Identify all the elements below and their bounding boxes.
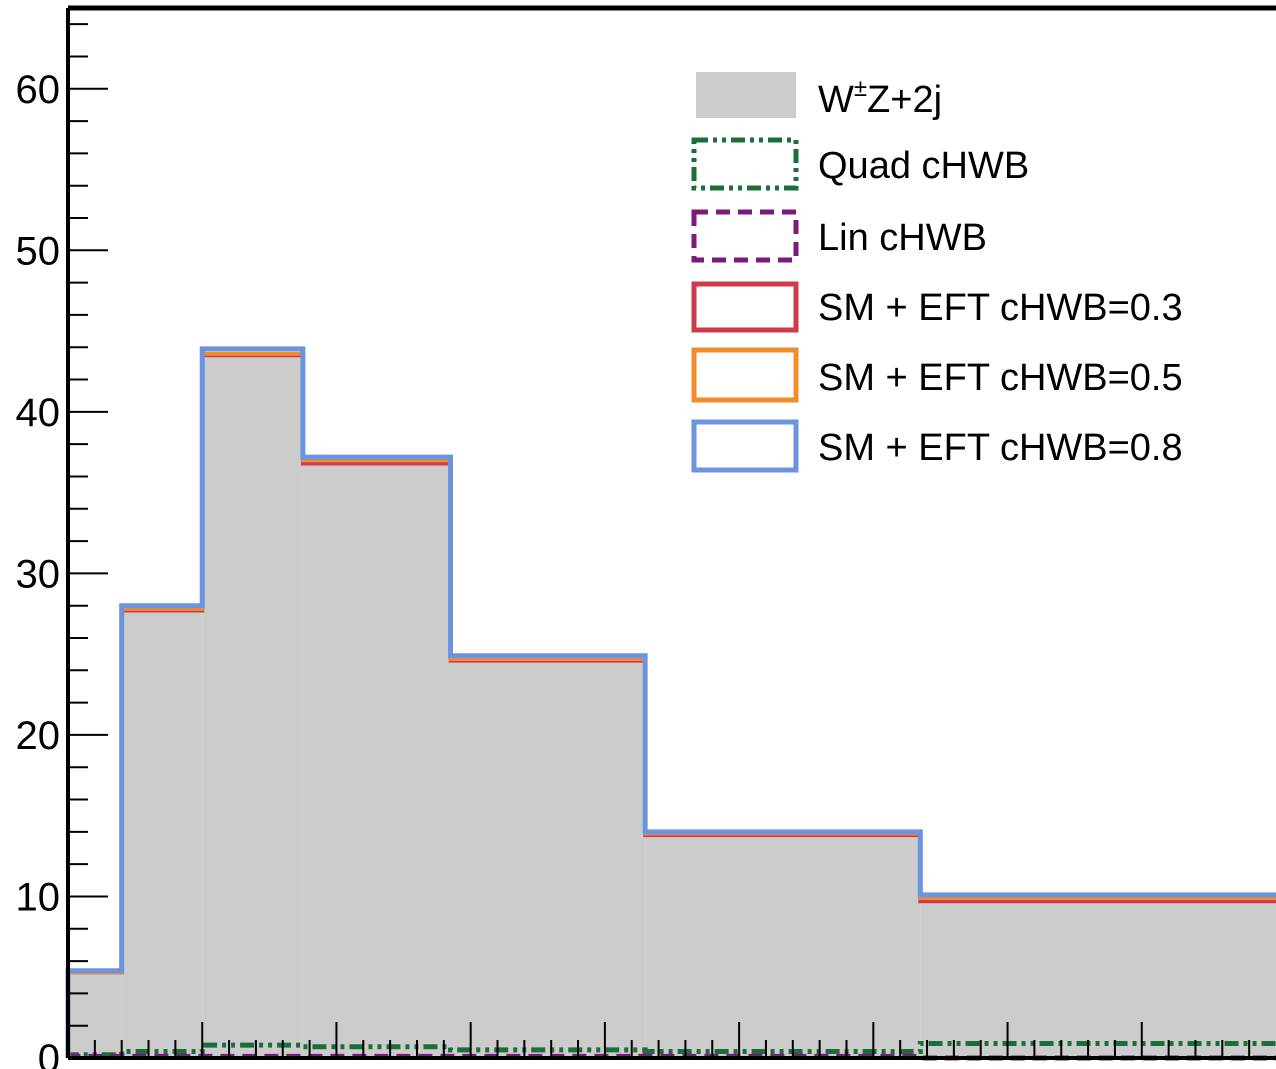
legend-swatch-eft03: [691, 281, 799, 333]
sm-bar: [202, 356, 303, 1058]
sm-eft-chwb-0.8-line: [65, 346, 1276, 1058]
y-tick-label: 10: [16, 875, 61, 919]
plot-area: 0 10 20 30 40 50 60: [16, 5, 1276, 1069]
sm-bar: [920, 902, 1276, 1058]
y-tick-label: 60: [16, 68, 61, 112]
legend-label-eft08: SM + EFT cHWB=0.8: [818, 427, 1183, 469]
legend-label-sm: W±Z+2j: [818, 75, 942, 121]
y-tick-label: 50: [16, 229, 61, 273]
sm-bar: [450, 662, 646, 1058]
y-tick-label: 20: [16, 714, 61, 758]
legend-label-lin: Lin cHWB: [818, 217, 987, 259]
legend-label-eft03: SM + EFT cHWB=0.3: [818, 287, 1183, 329]
legend-label-quad: Quad cHWB: [818, 145, 1029, 187]
sm-bar: [302, 465, 451, 1059]
y-tick-label: 30: [16, 552, 61, 596]
legend-label-eft05: SM + EFT cHWB=0.5: [818, 357, 1183, 399]
y-tick-label: 40: [16, 391, 61, 435]
sm-bar: [121, 612, 203, 1058]
sm-bar: [645, 836, 921, 1058]
legend: W±Z+2j Quad cHWB Lin cHWB SM + EFT cHWB=…: [691, 72, 1183, 473]
legend-swatch-eft05: [691, 347, 799, 403]
legend-swatch-sm: [696, 72, 796, 118]
legend-swatch-lin: [691, 209, 799, 263]
y-tick-label: 0: [38, 1037, 60, 1069]
legend-swatch-quad: [691, 137, 799, 191]
legend-swatch-eft08: [691, 419, 799, 473]
